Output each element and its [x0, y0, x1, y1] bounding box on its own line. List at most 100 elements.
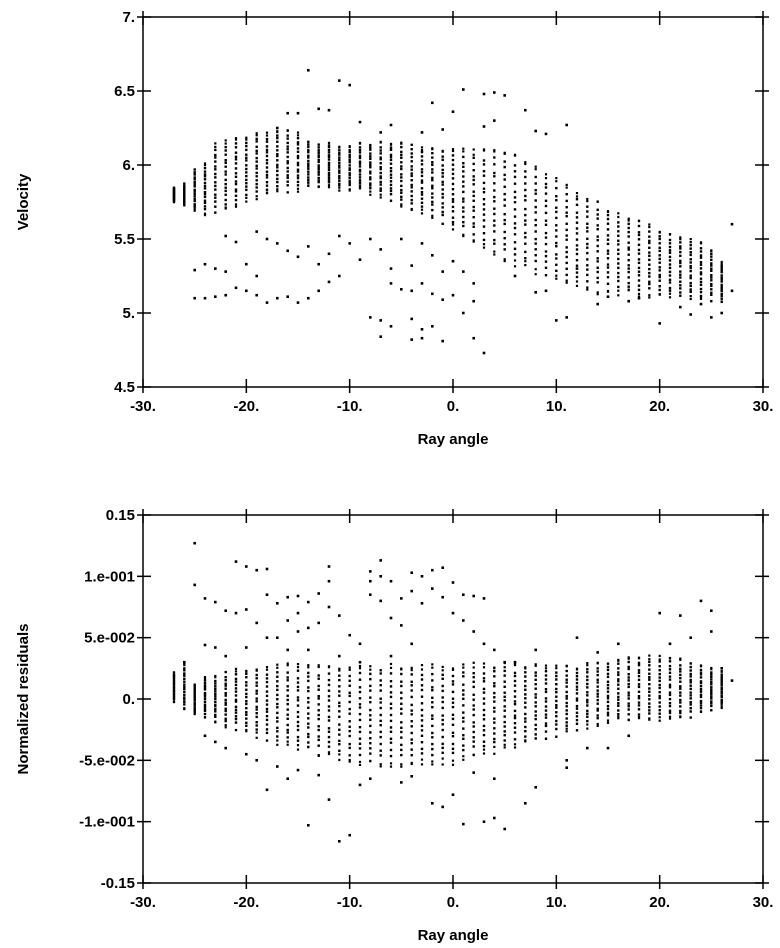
band-point — [689, 694, 692, 697]
band-point — [637, 697, 641, 700]
band-point — [482, 740, 486, 743]
data-point — [358, 642, 362, 646]
band-point — [462, 200, 465, 203]
band-point — [307, 181, 310, 184]
edge-point — [586, 197, 589, 201]
band-point — [369, 672, 372, 676]
band-point — [369, 714, 372, 717]
band-point — [720, 290, 723, 293]
band-point — [462, 224, 465, 228]
band-point — [472, 693, 475, 696]
band-point — [627, 276, 630, 279]
band-point — [617, 279, 620, 283]
band-point — [648, 241, 651, 245]
band-point — [379, 672, 382, 675]
data-point — [451, 611, 455, 615]
data-point — [482, 597, 486, 600]
data-point — [544, 289, 548, 293]
edge-point — [710, 668, 713, 671]
band-point — [317, 176, 320, 180]
edge-point — [524, 667, 527, 670]
band-point — [379, 742, 382, 746]
band-point — [369, 166, 372, 169]
band-point — [699, 263, 703, 266]
band-point — [245, 717, 248, 720]
band-point — [720, 264, 723, 268]
data-point — [224, 270, 227, 273]
band-point — [296, 143, 300, 146]
band-point — [255, 712, 258, 715]
band-point — [348, 174, 351, 177]
data-point — [193, 541, 196, 545]
band-point — [172, 678, 176, 681]
band-point — [379, 679, 382, 682]
edge-point — [472, 666, 475, 669]
band-point — [265, 677, 269, 680]
band-point — [606, 711, 610, 714]
band-point — [679, 287, 682, 290]
band-point — [462, 155, 465, 159]
band-point — [710, 264, 713, 267]
band-point — [296, 681, 300, 684]
band-point — [668, 668, 672, 671]
band-point — [689, 665, 692, 669]
band-point — [451, 158, 455, 162]
band-point — [224, 182, 227, 186]
edge-point — [307, 666, 310, 669]
band-point — [503, 192, 506, 196]
band-point — [431, 724, 434, 728]
band-point — [679, 664, 682, 667]
band-point — [596, 714, 599, 717]
band-point — [276, 163, 279, 167]
band-point — [234, 155, 238, 158]
edge-point — [544, 667, 548, 670]
band-point — [689, 678, 692, 682]
band-point — [234, 683, 238, 687]
edge-point — [596, 722, 599, 726]
band-point — [286, 134, 289, 137]
edge-point — [358, 763, 362, 766]
edge-point — [679, 715, 682, 718]
band-point — [534, 728, 537, 731]
band-point — [420, 205, 424, 208]
edge-point — [410, 143, 413, 146]
band-point — [658, 288, 661, 292]
velocity-points — [172, 69, 734, 355]
band-point — [389, 741, 393, 744]
y-tick-label: -0.15 — [101, 875, 135, 892]
band-point — [327, 689, 331, 692]
band-point — [534, 224, 537, 227]
edge-point — [369, 665, 372, 668]
band-point — [699, 671, 703, 674]
band-point — [627, 708, 630, 711]
edge-point — [327, 144, 331, 147]
band-point — [617, 257, 620, 261]
band-point — [710, 282, 713, 286]
band-point — [203, 191, 207, 194]
band-point — [586, 268, 589, 271]
band-point — [668, 238, 672, 242]
band-point — [710, 262, 713, 265]
band-point — [183, 690, 186, 694]
band-point — [513, 201, 517, 204]
data-point — [317, 262, 320, 266]
data-point — [379, 559, 382, 562]
band-point — [648, 690, 651, 693]
band-point — [400, 145, 403, 149]
band-point — [668, 281, 672, 284]
band-point — [534, 182, 537, 185]
band-point — [503, 218, 506, 222]
band-point — [617, 230, 620, 233]
band-point — [503, 173, 506, 177]
band-point — [606, 675, 610, 679]
band-point — [286, 671, 289, 674]
band-point — [296, 739, 300, 742]
data-point — [276, 636, 279, 639]
edge-point — [441, 669, 444, 672]
band-point — [286, 676, 289, 679]
edge-point — [296, 748, 300, 751]
band-point — [214, 687, 217, 691]
band-point — [513, 726, 517, 729]
band-point — [524, 207, 527, 211]
edge-point — [431, 148, 434, 151]
